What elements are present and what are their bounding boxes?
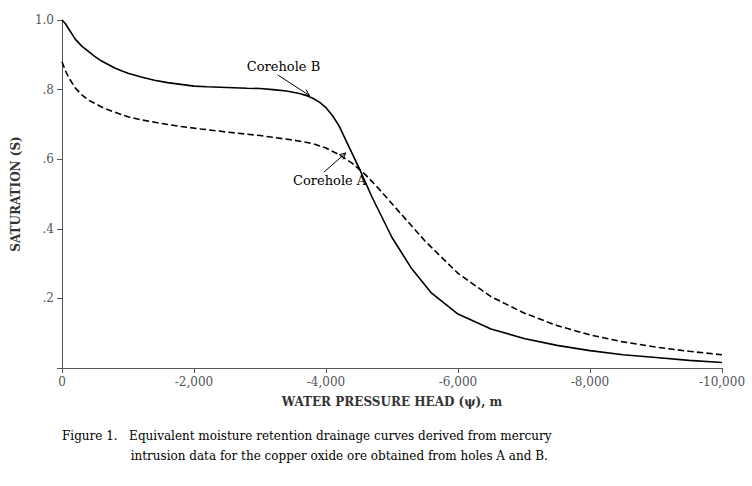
svg-text:Corehole A: Corehole A — [293, 173, 367, 188]
svg-text:-4,000: -4,000 — [307, 375, 345, 389]
svg-text:0: 0 — [58, 375, 66, 389]
svg-text:-6,000: -6,000 — [439, 375, 477, 389]
svg-text:intrusion data for the copper: intrusion data for the copper oxide ore … — [62, 449, 548, 463]
svg-text:WATER PRESSURE HEAD (ψ), m: WATER PRESSURE HEAD (ψ), m — [281, 395, 503, 409]
svg-text:.6: .6 — [43, 152, 54, 166]
svg-text:1.0: 1.0 — [35, 13, 54, 27]
svg-text:-8,000: -8,000 — [571, 375, 609, 389]
svg-text:Corehole B: Corehole B — [247, 59, 320, 74]
svg-text:SATURATION (S): SATURATION (S) — [9, 136, 23, 252]
svg-text:.8: .8 — [43, 83, 54, 97]
svg-text:-10,000: -10,000 — [699, 375, 745, 389]
svg-text:.2: .2 — [43, 291, 54, 305]
svg-text:.4: .4 — [43, 222, 55, 236]
svg-text:Figure 1. Equivalent moistur: Figure 1. Equivalent moisture retention … — [62, 429, 552, 443]
svg-text:-2,000: -2,000 — [175, 375, 213, 389]
